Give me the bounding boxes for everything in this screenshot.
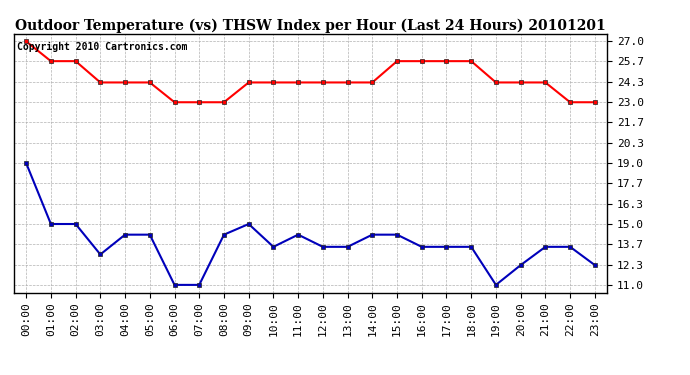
Title: Outdoor Temperature (vs) THSW Index per Hour (Last 24 Hours) 20101201: Outdoor Temperature (vs) THSW Index per … — [15, 18, 606, 33]
Text: Copyright 2010 Cartronics.com: Copyright 2010 Cartronics.com — [17, 42, 187, 51]
